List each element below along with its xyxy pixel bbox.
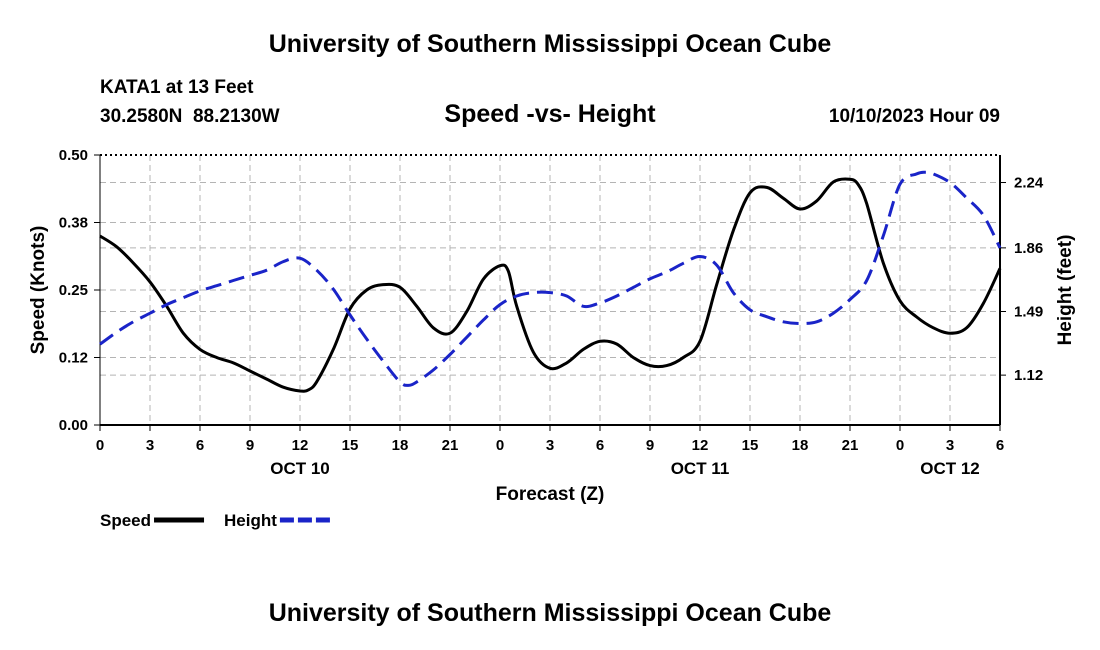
y2-tick-label: 1.49 xyxy=(1014,303,1043,320)
date-label: OCT 10 xyxy=(270,459,330,478)
series-speed-line xyxy=(99,177,1002,393)
x-tick-label: 9 xyxy=(246,437,254,454)
y2-tick-label: 1.86 xyxy=(1014,240,1043,257)
x-tick-label: 3 xyxy=(946,437,954,454)
chart-subtitle: Speed -vs- Height xyxy=(444,100,656,128)
x-tick-label: 15 xyxy=(742,437,759,454)
x-tick-label: 0 xyxy=(896,437,904,454)
x-tick-label: 9 xyxy=(646,437,654,454)
y-tick-label: 0.12 xyxy=(59,350,88,367)
y2-axis-title: Height (feet) xyxy=(1055,235,1076,346)
x-tick-label: 6 xyxy=(196,437,204,454)
legend-label-height: Height xyxy=(224,511,277,530)
y-tick-label: 0.25 xyxy=(59,282,88,299)
datetime-label: 10/10/2023 Hour 09 xyxy=(828,106,1000,127)
y-tick-label: 0.38 xyxy=(59,215,88,232)
date-label: OCT 12 xyxy=(920,459,980,478)
y2-tick-label: 1.12 xyxy=(1014,367,1043,384)
x-tick-label: 21 xyxy=(842,437,859,454)
x-tick-label: 18 xyxy=(392,437,409,454)
y-tick-label: 0.50 xyxy=(59,147,88,164)
x-tick-label: 18 xyxy=(792,437,809,454)
x-tick-label: 0 xyxy=(96,437,104,454)
legend-label-speed: Speed xyxy=(100,511,151,530)
x-tick-label: 12 xyxy=(692,437,709,454)
x-tick-label: 0 xyxy=(496,437,504,454)
x-tick-label: 3 xyxy=(546,437,554,454)
x-tick-label: 6 xyxy=(996,437,1004,454)
x-tick-label: 6 xyxy=(596,437,604,454)
date-label: OCT 11 xyxy=(671,459,730,478)
coordinates-label: 30.2580N 88.2130W xyxy=(100,106,280,127)
chart-title: University of Southern Mississippi Ocean… xyxy=(268,30,832,58)
x-tick-label: 3 xyxy=(146,437,154,454)
x-tick-label: 15 xyxy=(342,437,359,454)
y-tick-label: 0.00 xyxy=(59,417,88,434)
series-height-line xyxy=(99,170,1002,387)
x-axis-title: Forecast (Z) xyxy=(496,484,605,505)
y2-tick-label: 2.24 xyxy=(1014,175,1044,192)
y-axis-title: Speed (Knots) xyxy=(28,226,49,355)
footer-title: University of Southern Mississippi Ocean… xyxy=(268,599,832,627)
x-tick-label: 12 xyxy=(292,437,309,454)
station-label: KATA1 at 13 Feet xyxy=(100,77,254,98)
x-tick-label: 21 xyxy=(442,437,459,454)
